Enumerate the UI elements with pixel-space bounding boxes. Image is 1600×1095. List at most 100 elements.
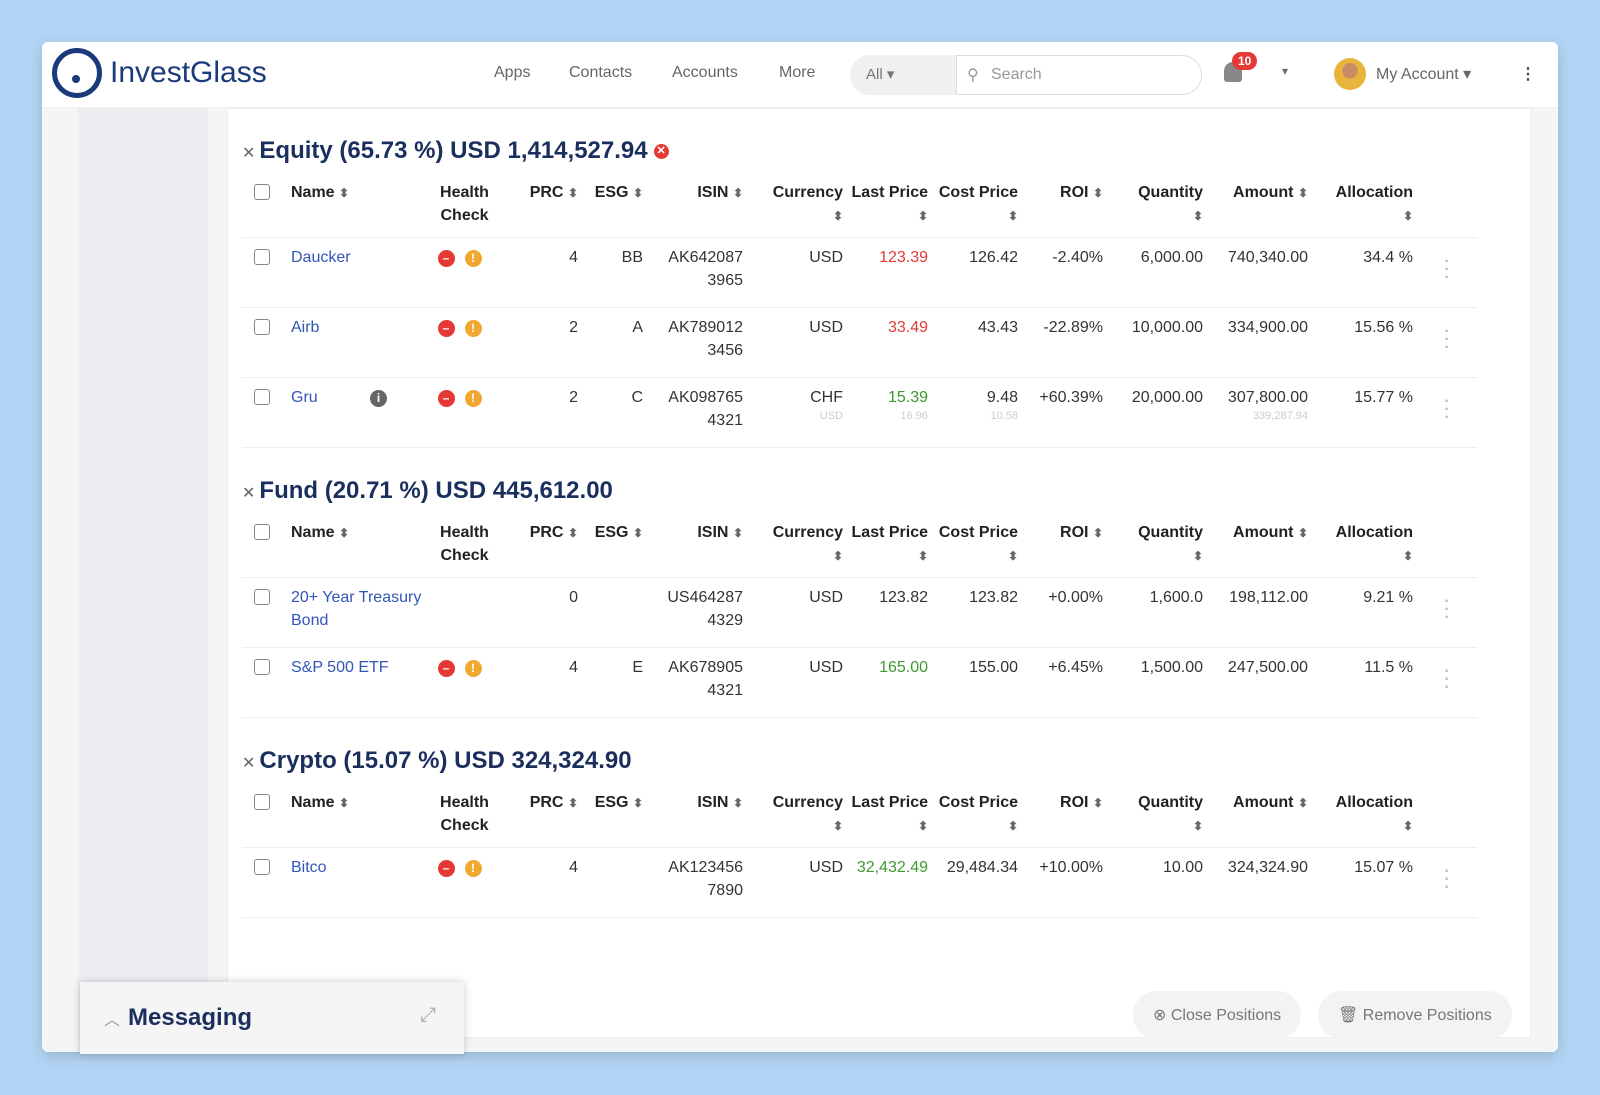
- position-name-link[interactable]: 20+ Year Treasury Bond: [291, 588, 422, 629]
- position-name-link[interactable]: Gru: [291, 388, 318, 406]
- close-positions-button[interactable]: ⊗ Close Positions: [1133, 991, 1302, 1039]
- position-name-link[interactable]: Daucker: [291, 248, 351, 266]
- section-title[interactable]: ✕ Fund (20.71 %) USD 445,612.00: [242, 477, 613, 504]
- column-header[interactable]: Allocation ⬍: [1312, 785, 1417, 848]
- column-header[interactable]: Cost Price ⬍: [932, 175, 1022, 238]
- more-vertical-icon[interactable]: ⋮: [1520, 66, 1536, 83]
- row-checkbox[interactable]: [242, 577, 287, 648]
- row-checkbox[interactable]: [242, 307, 287, 378]
- position-name-link[interactable]: S&P 500 ETF: [291, 658, 389, 676]
- currency: CHF USD: [747, 377, 847, 448]
- position-name-link[interactable]: Airb: [291, 318, 320, 336]
- column-header[interactable]: ROI ⬍: [1022, 175, 1107, 238]
- row-checkbox[interactable]: [242, 237, 287, 308]
- column-header[interactable]: Quantity ⬍: [1107, 515, 1207, 578]
- select-all-checkbox[interactable]: [242, 785, 287, 848]
- column-header[interactable]: Currency ⬍: [747, 175, 847, 238]
- row-checkbox[interactable]: [242, 377, 287, 448]
- column-header[interactable]: ESG ⬍: [582, 175, 647, 238]
- my-account-menu[interactable]: My Account ▾: [1376, 66, 1472, 83]
- row-menu-icon[interactable]: · · ·: [1417, 847, 1477, 918]
- column-header[interactable]: Name ⬍: [287, 515, 427, 578]
- info-icon[interactable]: i: [370, 389, 387, 407]
- column-header[interactable]: Allocation ⬍: [1312, 175, 1417, 238]
- positions-table: Name ⬍ Health Check PRC ⬍ ESG ⬍ ISIN ⬍ Curren…: [242, 515, 1477, 718]
- row-menu-icon[interactable]: · · ·: [1417, 307, 1477, 378]
- messaging-panel[interactable]: ︿ Messaging ⤢: [80, 982, 464, 1054]
- column-header[interactable]: Currency ⬍: [747, 515, 847, 578]
- row-checkbox[interactable]: [242, 847, 287, 918]
- column-header[interactable]: Currency ⬍: [747, 785, 847, 848]
- table-row[interactable]: Gru i –! 2 C AK098765 4321 CHF USD 15.39 16…: [242, 377, 1477, 448]
- column-header[interactable]: Cost Price ⬍: [932, 785, 1022, 848]
- column-header[interactable]: Quantity ⬍: [1107, 785, 1207, 848]
- column-header[interactable]: Amount ⬍: [1207, 785, 1312, 848]
- positions-card: ⊗ Close Positions 🗑 Remove Positions ✕ Eq…: [227, 108, 1531, 1039]
- quantity: 10,000.00: [1107, 307, 1207, 378]
- collapse-icon: ✕: [242, 145, 256, 162]
- row-menu-icon[interactable]: · · ·: [1417, 647, 1477, 718]
- section-title[interactable]: ✕ Equity (65.73 %) USD 1,414,527.94 ✕: [242, 137, 669, 165]
- select-all-checkbox[interactable]: [242, 515, 287, 578]
- logo[interactable]: InvestGlass: [52, 48, 267, 98]
- currency: USD: [747, 847, 847, 918]
- column-header[interactable]: Amount ⬍: [1207, 515, 1312, 578]
- table-row[interactable]: Daucker –! 4 BB AK642087 3965 USD 123.39…: [242, 237, 1477, 308]
- isin: US464287 4329: [647, 577, 747, 648]
- roi: +60.39%: [1022, 377, 1107, 448]
- row-checkbox[interactable]: [242, 647, 287, 718]
- chevron-up-icon[interactable]: ︿: [104, 1012, 121, 1029]
- quantity: 6,000.00: [1107, 237, 1207, 308]
- column-header[interactable]: ISIN ⬍: [647, 175, 747, 238]
- search-input[interactable]: ⚲ Search: [956, 55, 1202, 95]
- table-row[interactable]: Airb –! 2 A AK789012 3456 USD 33.49 43.4…: [242, 307, 1477, 378]
- remove-icon[interactable]: ✕: [653, 144, 669, 160]
- nav-accounts[interactable]: Accounts: [672, 64, 738, 81]
- allocation: 15.56 %: [1312, 307, 1417, 378]
- expand-icon[interactable]: ⤢: [420, 1004, 436, 1026]
- avatar[interactable]: [1334, 58, 1366, 90]
- nav-contacts[interactable]: Contacts: [569, 64, 633, 81]
- column-header[interactable]: ESG ⬍: [582, 785, 647, 848]
- column-header[interactable]: Quantity ⬍: [1107, 175, 1207, 238]
- amount: 740,340.00: [1207, 237, 1312, 308]
- column-header[interactable]: Last Price ⬍: [847, 515, 932, 578]
- column-header[interactable]: ISIN ⬍: [647, 785, 747, 848]
- table-row[interactable]: 20+ Year Treasury Bond 0 US464287 4329 U…: [242, 577, 1477, 648]
- column-header: Health Check: [427, 515, 502, 578]
- column-header[interactable]: Name ⬍: [287, 785, 427, 848]
- column-header[interactable]: Last Price ⬍: [847, 175, 932, 238]
- table-row[interactable]: Bitco –! 4 AK123456 7890 USD 32,432.49 2…: [242, 847, 1477, 918]
- column-header[interactable]: ROI ⬍: [1022, 785, 1107, 848]
- remove-positions-button[interactable]: 🗑 Remove Positions: [1318, 991, 1512, 1039]
- position-name-link[interactable]: Bitco: [291, 858, 327, 876]
- column-header: Health Check: [427, 785, 502, 848]
- currency: USD: [747, 647, 847, 718]
- column-header[interactable]: Cost Price ⬍: [932, 515, 1022, 578]
- row-menu-icon[interactable]: · · ·: [1417, 237, 1477, 308]
- column-header[interactable]: PRC ⬍: [502, 785, 582, 848]
- column-header[interactable]: Allocation ⬍: [1312, 515, 1417, 578]
- column-header[interactable]: PRC ⬍: [502, 175, 582, 238]
- chevron-down-icon[interactable]: ▾: [1282, 64, 1289, 78]
- column-header[interactable]: ESG ⬍: [582, 515, 647, 578]
- row-menu-icon[interactable]: · · ·: [1417, 577, 1477, 648]
- esg: C: [582, 377, 647, 448]
- column-header[interactable]: ROI ⬍: [1022, 515, 1107, 578]
- section-title[interactable]: ✕ Crypto (15.07 %) USD 324,324.90: [242, 747, 632, 774]
- column-header[interactable]: ISIN ⬍: [647, 515, 747, 578]
- search-filter-dropdown[interactable]: All ▾: [850, 55, 960, 95]
- column-header[interactable]: Last Price ⬍: [847, 785, 932, 848]
- isin: AK678905 4321: [647, 647, 747, 718]
- collapse-icon: ✕: [242, 755, 256, 772]
- prc: 0: [502, 577, 582, 648]
- column-header[interactable]: Name ⬍: [287, 175, 427, 238]
- column-header[interactable]: Amount ⬍: [1207, 175, 1312, 238]
- column-header[interactable]: PRC ⬍: [502, 515, 582, 578]
- row-menu-icon[interactable]: · · ·: [1417, 377, 1477, 448]
- nav-apps[interactable]: Apps: [494, 64, 531, 81]
- nav-more[interactable]: More: [779, 64, 816, 81]
- isin: AK642087 3965: [647, 237, 747, 308]
- table-row[interactable]: S&P 500 ETF –! 4 E AK678905 4321 USD 165…: [242, 647, 1477, 718]
- select-all-checkbox[interactable]: [242, 175, 287, 238]
